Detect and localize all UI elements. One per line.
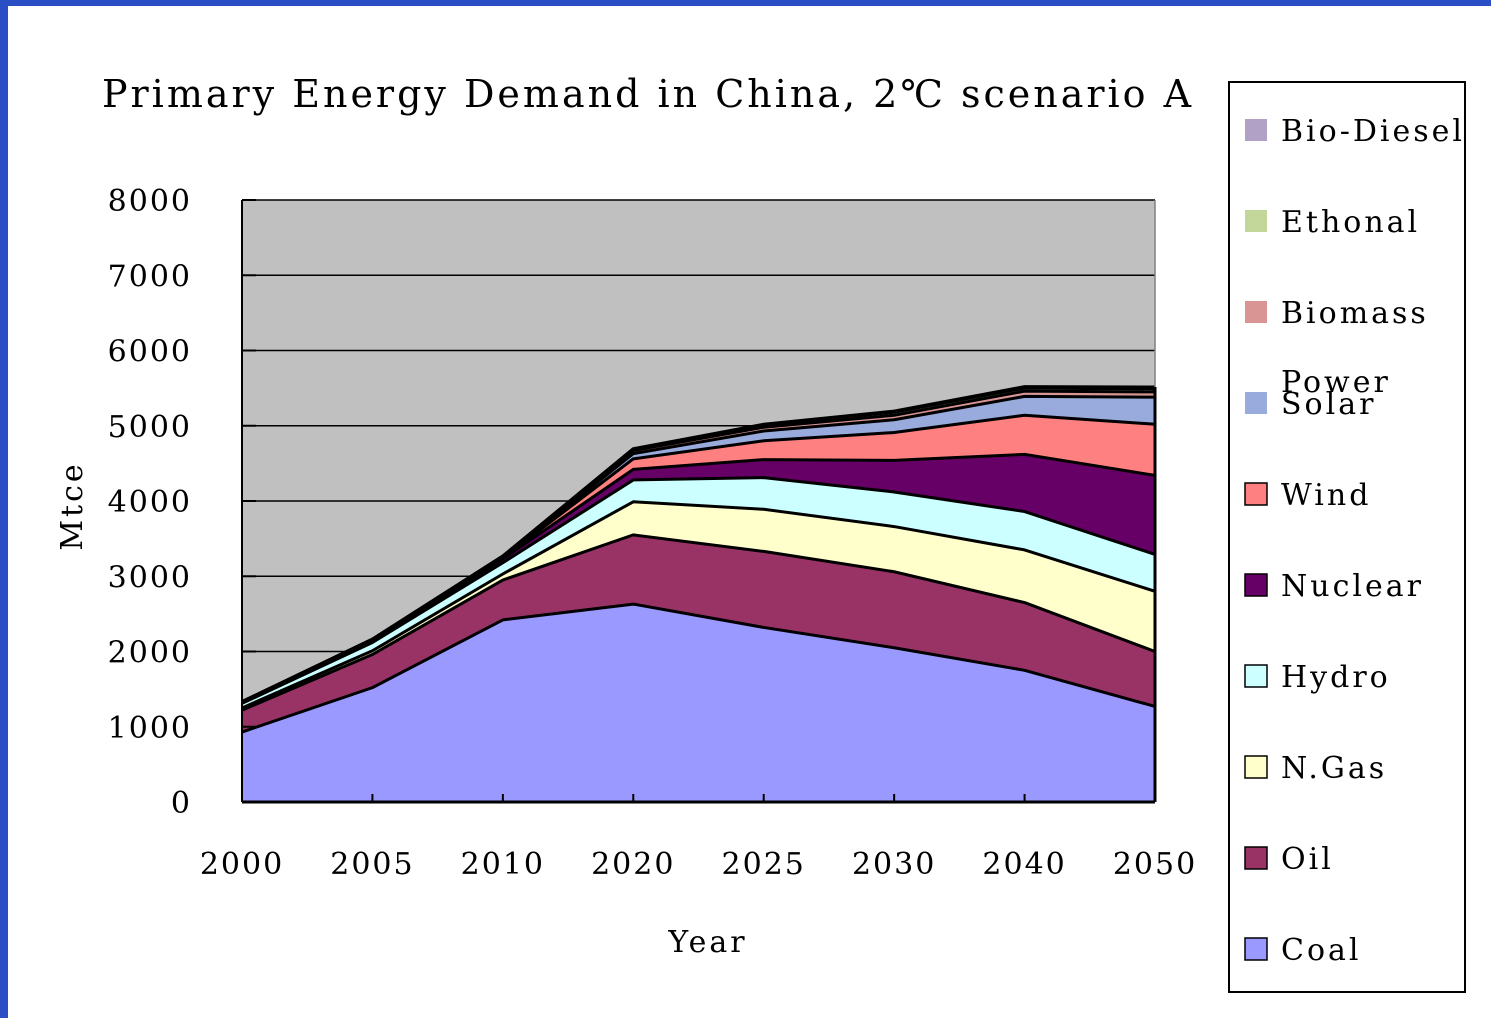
boundary-oil xyxy=(241,533,1156,712)
boundary-coal xyxy=(241,602,1156,734)
legend-swatch-bio-diesel xyxy=(1245,119,1267,141)
legend-label: Ethonal xyxy=(1281,205,1420,240)
y-tick-label: 3000 xyxy=(108,560,192,595)
legend-swatch-biomass-power xyxy=(1245,301,1267,323)
y-tick-label: 2000 xyxy=(108,636,192,671)
legend-swatch-hydro xyxy=(1244,664,1268,688)
legend-label: Oil xyxy=(1281,842,1334,877)
legend-item-nuclear: Nuclear xyxy=(1244,569,1424,604)
y-axis-label: Mtce xyxy=(55,461,90,550)
x-tick-label: 2040 xyxy=(982,847,1066,882)
y-tick-label: 8000 xyxy=(108,184,192,219)
boundary-hydro xyxy=(241,476,1156,705)
x-tick-label: 2030 xyxy=(852,847,936,882)
x-axis-label: Year xyxy=(667,925,747,960)
slide-frame: Primary Energy Demand in China, 2℃ scena… xyxy=(8,6,1491,1018)
legend-item-ethonal: Ethonal xyxy=(1245,205,1420,240)
y-tick-label: 5000 xyxy=(108,410,192,445)
legend-label: Nuclear xyxy=(1281,569,1424,604)
y-tick-label: 0 xyxy=(171,786,192,821)
legend-label: Hydro xyxy=(1281,660,1391,695)
legend-item-oil: Oil xyxy=(1244,842,1334,877)
y-tick-label: 1000 xyxy=(108,711,192,746)
legend-item-wind: Wind xyxy=(1244,478,1371,513)
chart-title: Primary Energy Demand in China, 2℃ scena… xyxy=(102,72,1194,116)
y-tick-label: 7000 xyxy=(108,259,192,294)
legend-label: Wind xyxy=(1281,478,1371,513)
x-tick-label: 2010 xyxy=(461,847,545,882)
legend-swatch-nuclear xyxy=(1244,573,1268,597)
legend-label: Bio-Diesel xyxy=(1281,114,1465,149)
legend-label-line: Power xyxy=(1281,365,1391,400)
area-fill-oil xyxy=(242,534,1155,733)
legend-label-line: Biomass xyxy=(1281,296,1429,331)
legend-swatch-coal xyxy=(1244,937,1268,961)
y-tick-label: 4000 xyxy=(108,485,192,520)
plot-area: 0 1000 2000 3000 4000 5000 6000 7000 8000 2000 200… xyxy=(108,184,1197,882)
area-fill-nuclear xyxy=(242,454,1155,704)
legend-label: Solar xyxy=(1281,387,1376,422)
x-tick-label: 2050 xyxy=(1113,847,1197,882)
legend-swatch-solar xyxy=(1245,392,1267,414)
boundary-bio-diesel xyxy=(241,385,1156,703)
x-tick-label: 2025 xyxy=(722,847,806,882)
y-tick-label: 6000 xyxy=(108,335,192,370)
area-fill-n-gas xyxy=(242,501,1155,711)
legend-swatch-n-gas xyxy=(1244,755,1268,779)
legend-swatch-wind xyxy=(1244,482,1268,506)
area-fill-wind xyxy=(242,415,1155,703)
area-chart: Primary Energy Demand in China, 2℃ scena… xyxy=(55,72,1466,993)
x-tick-label: 2000 xyxy=(200,847,284,882)
legend-item-bio-diesel: Bio-Diesel xyxy=(1245,114,1465,149)
legend-item-hydro: Hydro xyxy=(1244,660,1391,695)
legend-item-coal: Coal xyxy=(1244,933,1362,968)
legend-item-solar: Solar xyxy=(1245,387,1376,422)
legend-item-n-gas: N.Gas xyxy=(1244,751,1387,786)
legend-item-biomass-power: Biomass Power xyxy=(1245,296,1429,400)
x-tick-label: 2005 xyxy=(330,847,414,882)
legend-box xyxy=(1228,81,1466,993)
x-tick-label: 2020 xyxy=(591,847,675,882)
boundary-n-gas xyxy=(241,500,1156,710)
legend-label: Biomass Power xyxy=(1281,296,1429,400)
legend-label: Coal xyxy=(1281,933,1362,968)
legend-swatch-ethonal xyxy=(1245,210,1267,232)
legend-label: N.Gas xyxy=(1281,751,1387,786)
legend-swatch-oil xyxy=(1244,846,1268,870)
